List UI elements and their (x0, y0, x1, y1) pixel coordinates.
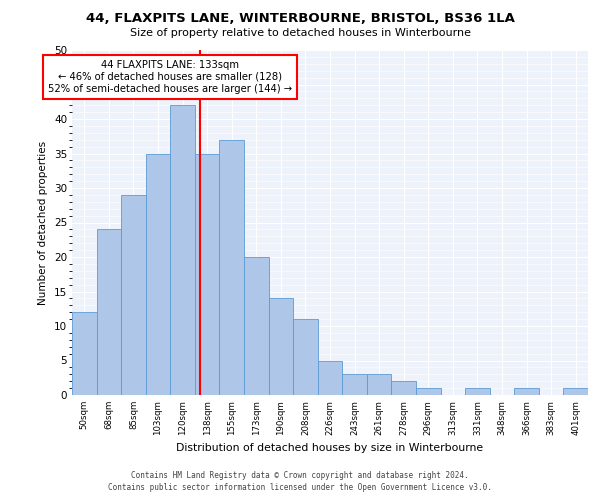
Bar (391, 381, 416, 395)
Bar (465, 388, 490, 395)
Bar (97, 230, 121, 395)
Bar (367, 374, 391, 395)
Bar (195, 154, 220, 395)
Bar (121, 195, 146, 395)
Bar (170, 105, 195, 395)
Bar (244, 257, 269, 395)
X-axis label: Distribution of detached houses by size in Winterbourne: Distribution of detached houses by size … (176, 443, 484, 453)
Bar (293, 319, 318, 395)
Text: Contains HM Land Registry data © Crown copyright and database right 2024.
Contai: Contains HM Land Registry data © Crown c… (108, 471, 492, 492)
Text: 44 FLAXPITS LANE: 133sqm
← 46% of detached houses are smaller (128)
52% of semi-: 44 FLAXPITS LANE: 133sqm ← 46% of detach… (48, 60, 292, 94)
Bar (318, 360, 342, 395)
Bar (146, 154, 170, 395)
Y-axis label: Number of detached properties: Number of detached properties (38, 140, 49, 304)
Bar (514, 388, 539, 395)
Bar (342, 374, 367, 395)
Bar (416, 388, 440, 395)
Text: 44, FLAXPITS LANE, WINTERBOURNE, BRISTOL, BS36 1LA: 44, FLAXPITS LANE, WINTERBOURNE, BRISTOL… (86, 12, 514, 26)
Bar (563, 388, 588, 395)
Bar (269, 298, 293, 395)
Text: Size of property relative to detached houses in Winterbourne: Size of property relative to detached ho… (130, 28, 470, 38)
Bar (72, 312, 97, 395)
Bar (220, 140, 244, 395)
